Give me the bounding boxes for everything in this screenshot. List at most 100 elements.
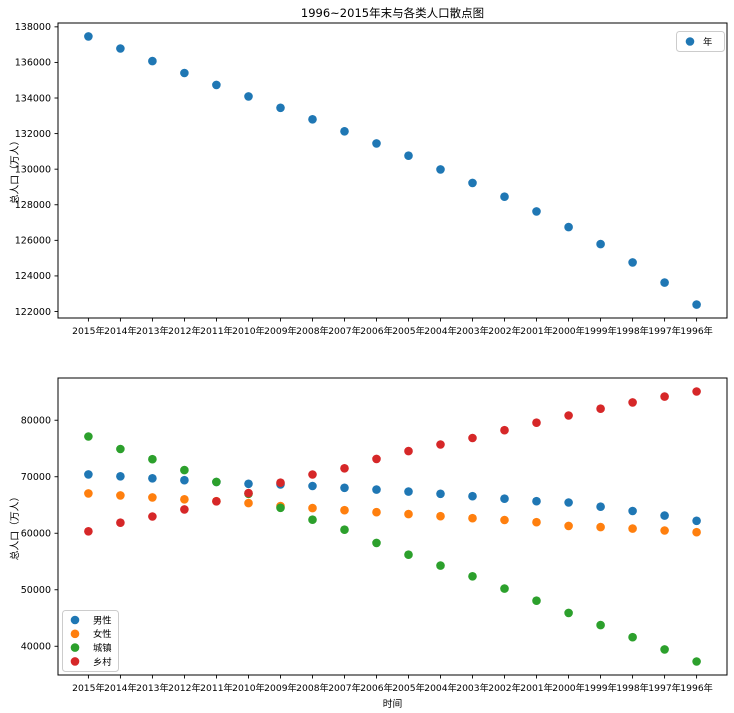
y-tick-label: 70000: [21, 472, 51, 483]
x-tick-label: 2015年: [72, 682, 105, 694]
data-point: [436, 165, 445, 174]
data-point: [340, 127, 349, 136]
data-point: [532, 496, 541, 506]
data-point: [372, 454, 381, 464]
data-point: [500, 584, 509, 593]
x-tick-label: 1999年: [584, 682, 617, 694]
chart-1: 122000 124000 126000 128000 130000 132000 1340…: [15, 22, 728, 337]
x-tick-label: 2015年: [72, 325, 105, 337]
data-point: [308, 115, 317, 124]
y-tick-label: 50000: [21, 585, 51, 596]
data-point: [596, 404, 605, 414]
y-tick-label: 60000: [21, 529, 51, 540]
data-point: [532, 517, 541, 527]
legend-label: 男性: [93, 614, 112, 626]
x-tick-label: 1999年: [584, 325, 617, 337]
data-point: [500, 192, 509, 201]
chart-2: 40000 50000 60000 70000 80000 2015年 2014年 2013年…: [21, 377, 728, 694]
x-tick-label: 1998年: [616, 325, 649, 337]
series-城镇: [84, 432, 701, 666]
x-tick-label: 2004年: [424, 325, 457, 337]
data-point: [436, 511, 445, 521]
data-point: [212, 497, 221, 506]
y-tick-label: 80000: [21, 416, 51, 427]
x-tick-label: 2002年: [488, 325, 521, 337]
data-point: [372, 507, 381, 517]
data-point: [340, 483, 349, 493]
x-tick-label: 2010年: [232, 682, 265, 694]
data-point: [308, 515, 317, 524]
data-point: [84, 470, 93, 479]
x-tick-label: 2012年: [168, 682, 201, 694]
legend-label: 女性: [93, 628, 112, 640]
data-point: [84, 32, 93, 41]
data-point: [148, 512, 157, 521]
data-point: [148, 56, 157, 66]
data-point: [692, 300, 701, 309]
x-tick-label: 2013年: [136, 325, 169, 337]
data-point: [244, 488, 253, 498]
plot-area: [57, 22, 728, 319]
x-tick-label: 2001年: [520, 682, 553, 694]
legend-label: 城镇: [93, 642, 112, 654]
x-tick-label: 2004年: [424, 682, 457, 694]
data-point: [148, 493, 157, 502]
data-point: [628, 506, 637, 516]
data-point: [276, 478, 285, 488]
data-point: [500, 494, 509, 504]
data-point: [564, 411, 573, 420]
data-point: [628, 398, 637, 407]
legend-marker: [70, 629, 80, 639]
x-tick-label: 2012年: [168, 325, 201, 337]
data-point: [596, 620, 605, 630]
y-tick-label: 128000: [15, 200, 51, 211]
bottom-chart-x-axis-label: 时间: [382, 699, 403, 710]
x-tick-label: 2006年: [360, 325, 393, 337]
data-point: [404, 487, 413, 496]
series-乡村: [84, 387, 701, 536]
data-point: [564, 498, 573, 507]
data-point: [532, 418, 541, 428]
data-point: [404, 550, 413, 559]
legend-marker: [70, 615, 80, 625]
x-tick-label: 2002年: [488, 682, 521, 694]
series-年: [84, 32, 701, 309]
data-point: [148, 454, 157, 464]
y-tick-label: 138000: [15, 22, 51, 33]
data-point: [628, 632, 637, 642]
x-tick-label: 2011年: [200, 325, 233, 337]
y-tick-label: 124000: [15, 271, 51, 282]
y-tick-label: 136000: [15, 58, 51, 69]
data-point: [628, 258, 637, 267]
x-tick-label: 2009年: [264, 325, 297, 337]
x-tick-label: 2014年: [104, 682, 137, 694]
data-point: [628, 524, 637, 533]
data-point: [116, 444, 125, 454]
data-point: [372, 538, 381, 548]
data-point: [692, 387, 701, 396]
data-point: [116, 518, 125, 527]
bottom-chart-y-axis-label: 总人口（万人）: [10, 491, 21, 561]
data-point: [244, 479, 253, 489]
data-point: [596, 239, 605, 249]
data-point: [468, 491, 477, 501]
plot-area: [57, 377, 728, 676]
x-tick-label: 2009年: [264, 682, 297, 694]
data-point: [532, 596, 541, 605]
legend-box: [676, 31, 725, 52]
data-point: [116, 44, 125, 53]
data-point: [212, 80, 221, 90]
data-point: [692, 657, 701, 666]
data-point: [660, 645, 669, 654]
legend-marker: [70, 657, 80, 666]
data-point: [564, 608, 573, 618]
data-point: [180, 475, 189, 485]
x-tick-label: 2011年: [200, 682, 233, 694]
data-point: [180, 505, 189, 514]
data-point: [84, 489, 93, 498]
series-女性: [84, 489, 701, 537]
data-point: [692, 516, 701, 526]
legend-marker: [70, 643, 80, 652]
